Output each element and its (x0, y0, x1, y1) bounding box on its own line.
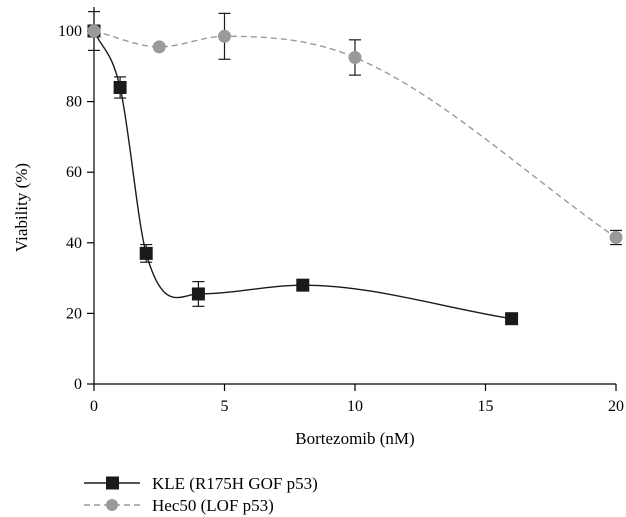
y-tick-label: 60 (66, 164, 82, 181)
y-tick-label: 100 (58, 23, 82, 40)
data-point (114, 81, 127, 94)
x-tick-label: 10 (347, 398, 363, 415)
series-2 (88, 12, 623, 245)
legend-marker (106, 499, 118, 511)
data-point (192, 287, 205, 300)
y-tick-label: 20 (66, 305, 82, 322)
data-point (610, 231, 623, 244)
y-axis-title: Viability (%) (12, 163, 31, 252)
data-point (349, 51, 362, 64)
legend-label: Hec50 (LOF p53) (152, 496, 274, 515)
data-point (88, 25, 101, 38)
axes: 0 20 40 60 80 100 0 5 10 15 20 (58, 7, 624, 415)
y-tick-label: 0 (74, 376, 82, 393)
data-point (218, 30, 231, 43)
data-point (505, 312, 518, 325)
series-layer (88, 12, 623, 326)
x-tick-label: 20 (608, 398, 624, 415)
y-tick-label: 80 (66, 94, 82, 111)
data-point (296, 279, 309, 292)
legend: KLE (R175H GOF p53) Hec50 (LOF p53) (84, 474, 318, 515)
legend-label: KLE (R175H GOF p53) (152, 474, 318, 493)
y-tick-label: 40 (66, 235, 82, 252)
series-1 (88, 25, 519, 326)
data-point (153, 40, 166, 53)
legend-item-1: KLE (R175H GOF p53) (84, 474, 318, 493)
data-point (140, 247, 153, 260)
x-tick-label: 0 (90, 398, 98, 415)
x-axis-title: Bortezomib (nM) (295, 429, 414, 448)
series-line (94, 31, 512, 319)
x-tick-label: 15 (478, 398, 494, 415)
legend-item-2: Hec50 (LOF p53) (84, 496, 274, 515)
x-tick-label: 5 (221, 398, 229, 415)
legend-marker (106, 477, 119, 490)
